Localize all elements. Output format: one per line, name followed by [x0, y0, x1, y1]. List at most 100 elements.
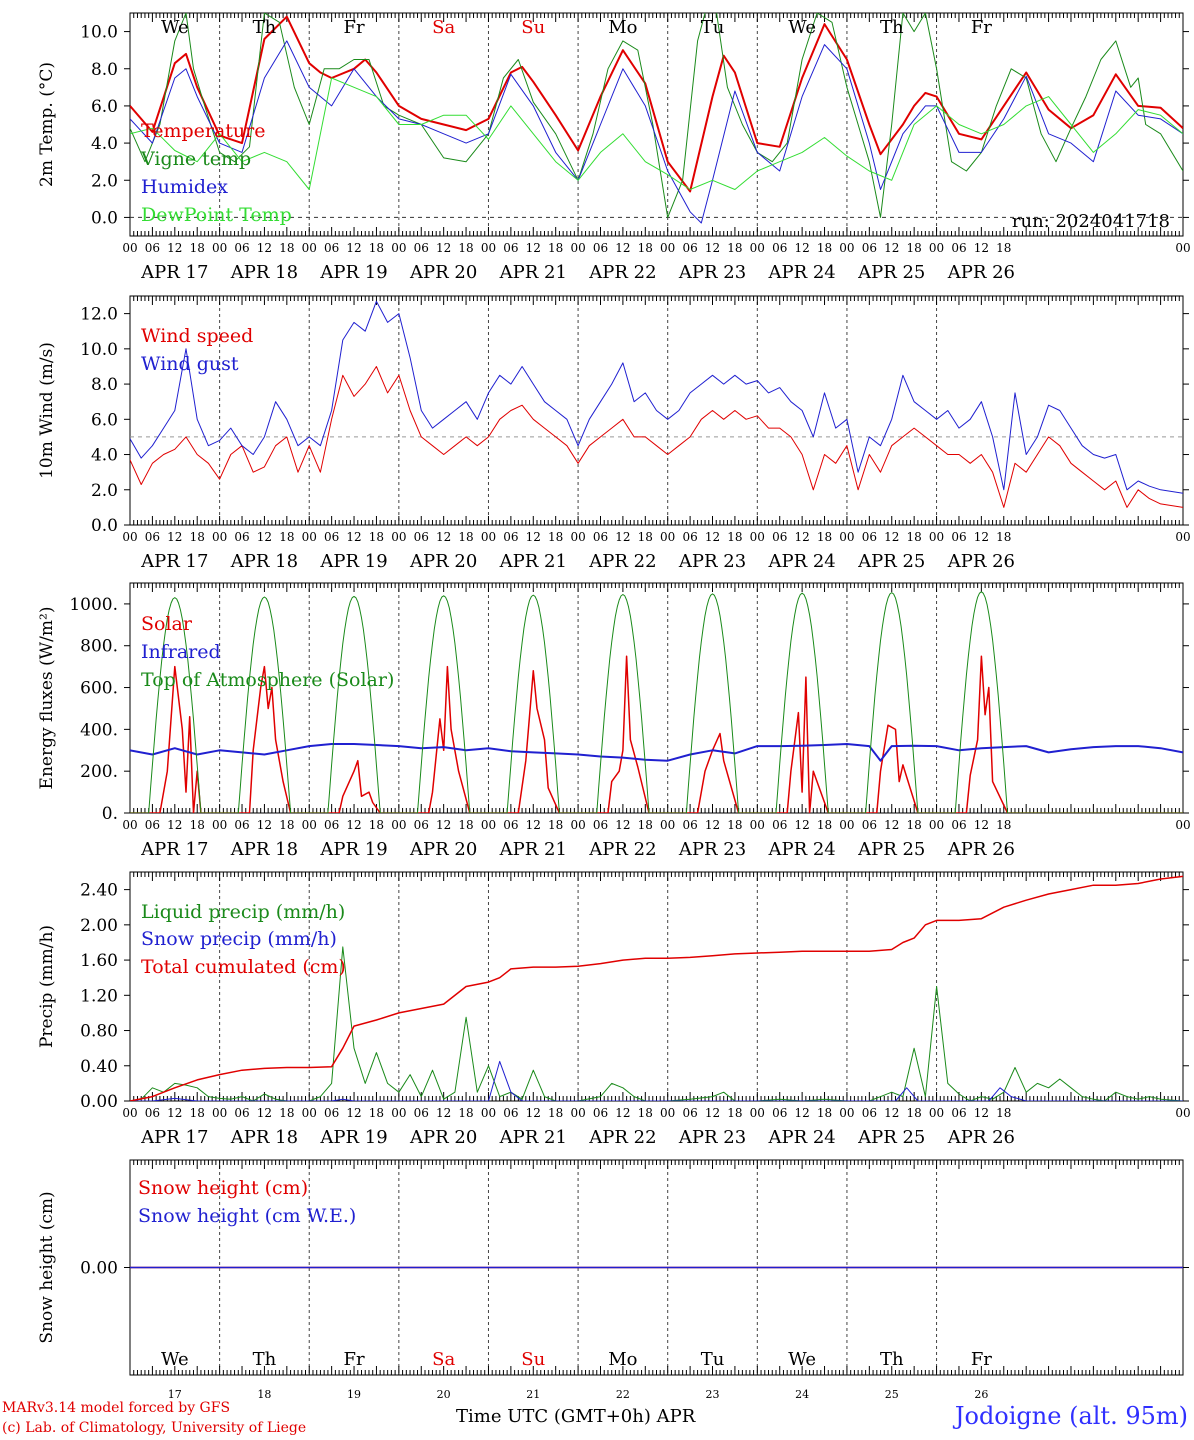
weekday-label: Fr [343, 1349, 364, 1370]
hour-tick-label: 06 [145, 241, 160, 255]
hour-tick-label: 06 [593, 241, 608, 255]
hour-tick-label: 18 [548, 241, 563, 255]
day-number-label: 18 [257, 1388, 271, 1401]
weekday-label: Fr [971, 1349, 992, 1370]
hour-tick-label: 06 [145, 530, 160, 544]
hour-tick-label: 06 [324, 241, 339, 255]
hour-tick-label: 00 [570, 241, 585, 255]
hour-tick-label: 12 [705, 530, 720, 544]
hour-tick-label: 12 [794, 1106, 809, 1120]
hour-tick-label: 00 [391, 1106, 406, 1120]
hour-tick-label: 00 [1175, 818, 1190, 832]
hour-tick-label: 12 [794, 241, 809, 255]
weekday-label: We [161, 17, 189, 38]
hour-tick-label: 18 [279, 530, 294, 544]
hour-tick-label: 12 [526, 241, 541, 255]
date-label: APR 23 [678, 839, 746, 860]
day-number-label: 26 [974, 1388, 988, 1401]
hour-tick-label: 06 [234, 530, 249, 544]
hour-tick-label: 06 [862, 530, 877, 544]
date-label: APR 18 [230, 1127, 298, 1148]
time-axis-text: Time UTC (GMT+0h) [456, 1406, 651, 1427]
time-axis-label: Time UTC (GMT+0h) APR [456, 1406, 695, 1427]
hour-tick-label: 06 [593, 530, 608, 544]
series-line [130, 15, 1183, 193]
hour-tick-label: 12 [705, 818, 720, 832]
hour-tick-label: 06 [414, 1106, 429, 1120]
hour-tick-label: 00 [212, 530, 227, 544]
hour-tick-label: 06 [324, 818, 339, 832]
hour-tick-label: 00 [302, 241, 317, 255]
y-tick-label: 4.0 [91, 134, 118, 154]
hour-tick-label: 06 [682, 1106, 697, 1120]
model-credit: MARv3.14 model forced by GFS [2, 1400, 231, 1416]
date-label: APR 24 [767, 262, 835, 283]
hour-tick-label: 00 [302, 1106, 317, 1120]
hour-tick-label: 18 [727, 818, 742, 832]
series-line [130, 40, 1183, 224]
hour-tick-label: 06 [772, 530, 787, 544]
hour-tick-label: 00 [122, 241, 137, 255]
hour-tick-label: 06 [862, 818, 877, 832]
date-label: APR 24 [767, 1127, 835, 1148]
hour-tick-label: 18 [548, 818, 563, 832]
hour-tick-label: 12 [884, 1106, 899, 1120]
legend-entry: DewPoint Temp [141, 204, 292, 226]
hour-tick-label: 12 [526, 1106, 541, 1120]
date-label: APR 24 [767, 551, 835, 572]
hour-tick-label: 00 [750, 530, 765, 544]
hour-tick-label: 00 [750, 1106, 765, 1120]
hour-tick-label: 06 [234, 818, 249, 832]
legend-entry: Liquid precip (mm/h) [141, 901, 345, 923]
weekday-label: Mo [608, 1349, 637, 1370]
series-line [130, 77, 1183, 190]
date-label: APR 25 [857, 839, 925, 860]
y-tick-label: 2.00 [80, 916, 118, 936]
hour-tick-label: 00 [929, 241, 944, 255]
day-number-label: 22 [616, 1388, 630, 1401]
day-number-label: 21 [526, 1388, 540, 1401]
hour-tick-label: 18 [369, 241, 384, 255]
y-tick-label: 0.80 [80, 1022, 118, 1042]
legend-entry: Wind speed [141, 325, 253, 347]
series-layer [130, 13, 1183, 224]
hour-tick-label: 12 [346, 241, 361, 255]
hour-tick-label: 12 [705, 241, 720, 255]
y-tick-label: 1000. [69, 595, 118, 615]
weekday-label: We [161, 1349, 189, 1370]
hour-tick-label: 12 [257, 1106, 272, 1120]
hour-tick-label: 18 [727, 1106, 742, 1120]
date-label: APR 21 [499, 1127, 567, 1148]
date-label: APR 21 [499, 262, 567, 283]
day-number-label: 23 [706, 1388, 720, 1401]
date-label: APR 19 [319, 551, 387, 572]
hour-tick-label: 00 [481, 241, 496, 255]
y-tick-label: 600. [80, 679, 118, 699]
date-label: APR 20 [409, 551, 477, 572]
hour-tick-label: 00 [391, 530, 406, 544]
hour-tick-label: 06 [145, 1106, 160, 1120]
panel-3: 0.00 0.40 0.80 1.20 1.60 2.00 2.40 Precip (mm/h… [37, 871, 1191, 1148]
hour-tick-label: 12 [884, 530, 899, 544]
hour-tick-label: 18 [727, 241, 742, 255]
hour-tick-label: 06 [145, 818, 160, 832]
hour-tick-label: 00 [122, 818, 137, 832]
date-label: APR 19 [319, 1127, 387, 1148]
hour-tick-label: 00 [481, 1106, 496, 1120]
hour-tick-label: 12 [615, 241, 630, 255]
time-axis-month: APR [656, 1406, 696, 1427]
weekday-label: We [788, 1349, 816, 1370]
weekday-label: Su [521, 17, 545, 38]
series-line [130, 743, 1183, 762]
hour-tick-label: 00 [212, 1106, 227, 1120]
hour-tick-label: 00 [212, 241, 227, 255]
hour-tick-label: 00 [122, 530, 137, 544]
y-tick-label: 800. [80, 637, 118, 657]
date-label: APR 17 [140, 262, 208, 283]
y-tick-label: 6.0 [91, 410, 118, 430]
series-line [130, 366, 1183, 508]
legend-entry: Snow precip (mm/h) [141, 928, 337, 950]
series-line [130, 591, 1183, 813]
date-label: APR 24 [767, 839, 835, 860]
